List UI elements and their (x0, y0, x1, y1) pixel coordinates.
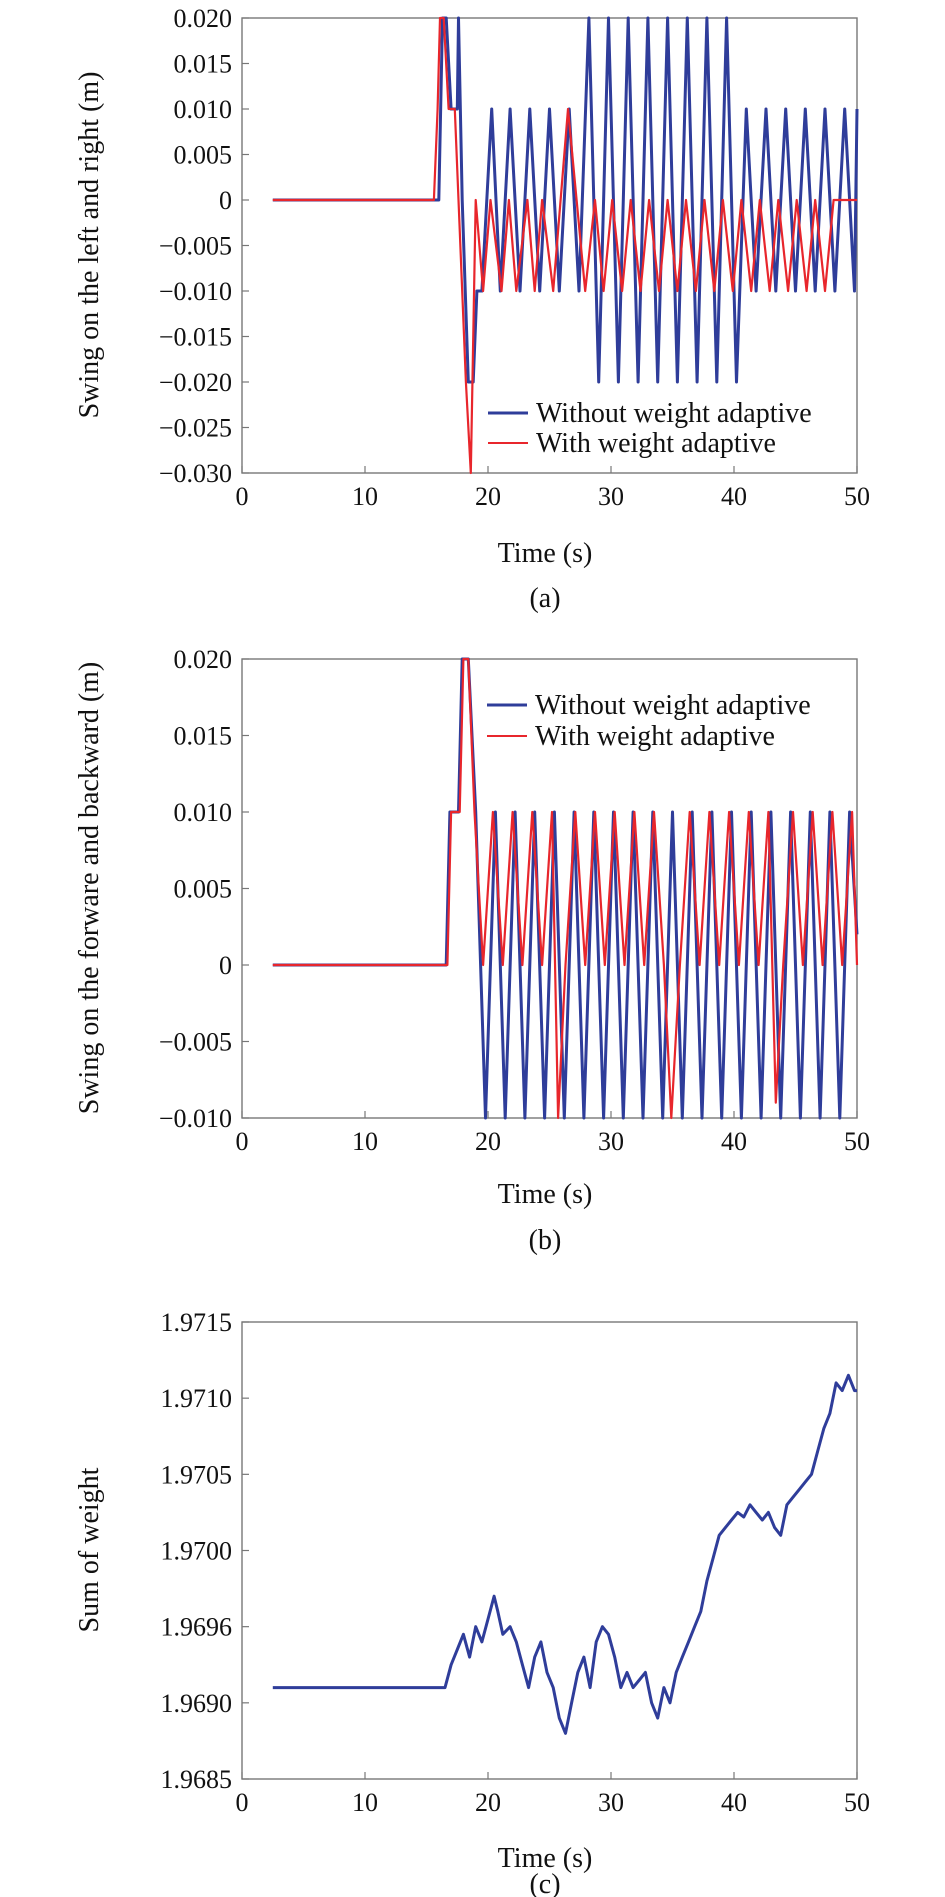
panel-b-legend-without-label: Without weight adaptive (535, 690, 811, 721)
panel-b-x-tick-label: 40 (721, 1127, 747, 1156)
panel-c-x-tick-label: 0 (236, 1788, 249, 1817)
panel-a-y-tick-label: −0.025 (159, 414, 232, 443)
panel-a-series-without-line (272, 16, 859, 384)
panel-b-y-tick-label: 0.010 (174, 798, 233, 827)
panel-b-x-tick-label: 10 (352, 1127, 378, 1156)
panel-b-legend: Without weight adaptive With weight adap… (487, 690, 811, 752)
panel-c-y-tick-label: 1.9710 (161, 1384, 233, 1413)
panel-a-y-axis-title: Swing on the left and right (m) (74, 72, 105, 419)
panel-b-y-tick-label: 0.015 (174, 722, 233, 751)
panel-a-y-tick-label: −0.030 (159, 459, 232, 488)
panel-a-x-tick-label: 10 (352, 482, 378, 511)
panel-a-legend: Without weight adaptive With weight adap… (488, 398, 812, 459)
panel-c-series-without-line (272, 1373, 857, 1735)
panel-a-y-tick-label: −0.005 (159, 232, 232, 261)
panel-b-y-tick-label: 0.005 (174, 875, 233, 904)
panel-c-plot-frame (241, 1321, 858, 1780)
panel-c-x-tick-label: 50 (844, 1788, 870, 1817)
panel-c-x-tick-label: 10 (352, 1788, 378, 1817)
panel-a-series-group (272, 16, 859, 475)
panel-a-y-tick-label: −0.010 (159, 277, 232, 306)
panel-b-y-tick-label: −0.005 (159, 1028, 232, 1057)
panel-b-x-tick-label: 0 (236, 1127, 249, 1156)
panel-a-x-ticks: 0 10 20 30 40 50 (236, 466, 870, 511)
panel-a-y-tick-label: −0.015 (159, 323, 232, 352)
panel-b-x-axis-title: Time (s) (498, 1179, 593, 1210)
panel-b-x-tick-label: 20 (475, 1127, 501, 1156)
panel-a-legend-with-label: With weight adaptive (536, 428, 776, 459)
panel-c-y-tick-label: 1.9715 (161, 1308, 233, 1337)
panel-b-x-ticks: 0 10 20 30 40 50 (236, 1111, 870, 1156)
panel-c-y-tick-label: 1.9685 (161, 1765, 233, 1794)
panel-c-caption: (c) (529, 1869, 560, 1897)
panel-a-legend-without-label: Without weight adaptive (536, 398, 812, 429)
panel-c-y-tick-label: 1.9696 (161, 1613, 233, 1642)
panel-a: 0 10 20 30 40 50 0.020 0.015 0.010 0.005 0 −0.005 −… (74, 4, 870, 614)
panel-a-x-tick-label: 30 (598, 482, 624, 511)
panel-b-x-tick-label: 50 (844, 1127, 870, 1156)
panel-a-series-with-line (272, 16, 857, 475)
panel-c-y-axis-title: Sum of weight (74, 1467, 105, 1632)
panel-c-y-tick-label: 1.9705 (161, 1460, 233, 1489)
panel-c-y-tick-label: 1.9690 (161, 1689, 233, 1718)
panel-a-x-axis-title: Time (s) (498, 538, 593, 569)
panel-b-caption: (b) (529, 1225, 562, 1256)
panel-a-y-tick-label: 0.020 (174, 4, 233, 33)
panel-a-y-tick-label: 0.005 (174, 141, 233, 170)
panel-c-x-tick-label: 40 (721, 1788, 747, 1817)
panel-b-legend-with-label: With weight adaptive (535, 721, 775, 752)
panel-c-x-ticks: 0 10 20 30 40 50 (236, 1772, 870, 1817)
panel-b-series-group (272, 657, 859, 1120)
panel-b-y-tick-label: −0.010 (159, 1104, 232, 1133)
panel-b-series-without-line (272, 657, 859, 1120)
panel-a-x-tick-label: 0 (236, 482, 249, 511)
panel-c: 0 10 20 30 40 50 1.9715 1.9710 1.9705 1.9700 1.96… (74, 1308, 870, 1897)
panel-a-y-tick-label: 0.010 (174, 95, 233, 124)
panel-c-y-ticks: 1.9715 1.9710 1.9705 1.9700 1.9696 1.9690 1.96… (161, 1308, 249, 1794)
panel-a-y-ticks: 0.020 0.015 0.010 0.005 0 −0.005 −0.010 −0.015 −… (159, 4, 249, 488)
panel-c-x-tick-label: 20 (475, 1788, 501, 1817)
panel-a-caption: (a) (529, 583, 560, 614)
panel-b-series-with-line (272, 657, 859, 1120)
panel-a-y-tick-label: 0.015 (174, 50, 233, 79)
panel-b: 0 10 20 30 40 50 0.020 0.015 0.010 0.005 0 −0.005 −… (74, 645, 870, 1256)
panel-a-x-tick-label: 20 (475, 482, 501, 511)
panel-a-y-tick-label: 0 (219, 186, 232, 215)
panel-b-y-axis-title: Swing on the forware and backward (m) (74, 662, 105, 1115)
panel-a-y-tick-label: −0.020 (159, 368, 232, 397)
panel-b-x-tick-label: 30 (598, 1127, 624, 1156)
panel-b-y-tick-label: 0.020 (174, 645, 233, 674)
panel-c-x-axis-title: Time (s) (498, 1843, 593, 1874)
panel-a-x-tick-label: 50 (844, 482, 870, 511)
panel-b-y-tick-label: 0 (219, 951, 232, 980)
panel-c-y-tick-label: 1.9700 (161, 1537, 233, 1566)
panel-c-series-group (272, 1373, 857, 1735)
panel-b-y-ticks: 0.020 0.015 0.010 0.005 0 −0.005 −0.010 (159, 645, 249, 1133)
panel-a-x-tick-label: 40 (721, 482, 747, 511)
panel-c-x-tick-label: 30 (598, 1788, 624, 1817)
